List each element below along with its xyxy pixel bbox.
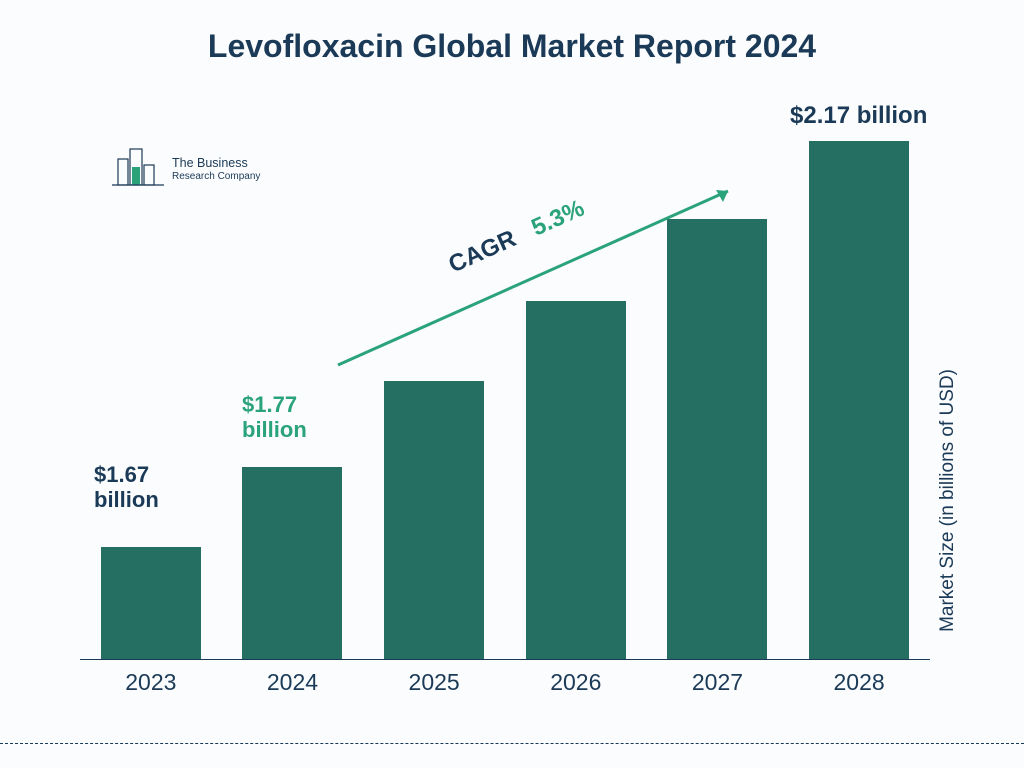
value-label-2028: $2.17 billion	[790, 102, 927, 130]
footer-divider	[0, 743, 1024, 744]
x-label: 2023	[101, 669, 201, 696]
x-axis-labels: 2023 2024 2025 2026 2027 2028	[80, 669, 930, 696]
cagr-annotation: CAGR 5.3%	[328, 175, 748, 375]
x-label: 2027	[667, 669, 767, 696]
bar-wrap	[101, 547, 201, 659]
chart-title: Levofloxacin Global Market Report 2024	[0, 28, 1024, 65]
y-axis-label: Market Size (in billions of USD)	[937, 369, 959, 632]
x-label: 2024	[242, 669, 342, 696]
bar	[242, 467, 342, 659]
bar	[101, 547, 201, 659]
bar-wrap	[809, 141, 909, 659]
bar	[384, 381, 484, 659]
bar-wrap	[242, 467, 342, 659]
arrow-icon	[328, 175, 748, 375]
value-label-2024: $1.77 billion	[242, 392, 352, 443]
bar	[809, 141, 909, 659]
bar-wrap	[384, 381, 484, 659]
value-label-2023: $1.67 billion	[94, 462, 204, 513]
x-label: 2028	[809, 669, 909, 696]
x-label: 2025	[384, 669, 484, 696]
x-label: 2026	[526, 669, 626, 696]
